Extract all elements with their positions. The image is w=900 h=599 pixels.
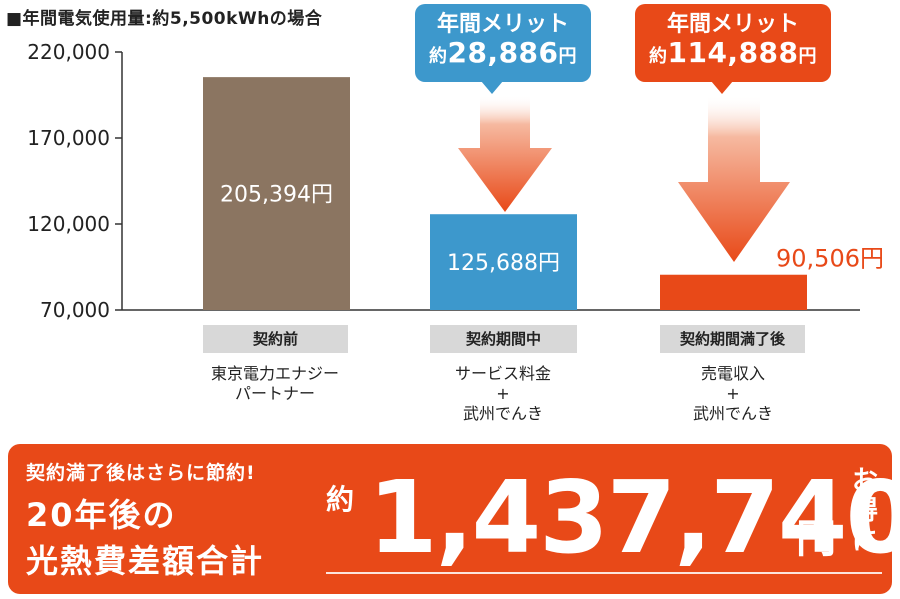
description-line: 売電収入	[700, 364, 765, 383]
description-line: 東京電力エナジー	[210, 364, 339, 383]
callout-prefix: 約	[648, 46, 668, 68]
y-tick-label: 70,000	[40, 298, 110, 320]
annual-merit-callout: 年間メリット 約114,888円	[635, 4, 831, 94]
callout-title: 年間メリット	[436, 12, 569, 37]
description-line: サービス料金	[454, 364, 551, 383]
otoku-char: 得	[851, 496, 878, 526]
description-line: 武州でんき	[462, 404, 543, 423]
callout-amount: 28,886	[447, 36, 559, 70]
y-tick-label: 120,000	[27, 212, 110, 236]
category-description: 東京電力エナジー パートナー	[185, 364, 365, 404]
bar	[430, 214, 577, 310]
category-label: 契約前	[203, 325, 348, 353]
bar-value-label: 90,506円	[776, 245, 884, 273]
summary-heading: 光熱費差額合計	[26, 542, 265, 580]
category-description: 売電収入 + 武州でんき	[643, 364, 823, 424]
description-line: +	[496, 384, 510, 403]
y-tick-label: 170,000	[27, 126, 110, 150]
callout-prefix: 約	[428, 46, 448, 68]
down-arrow-icon	[678, 95, 790, 262]
category-label: 契約期間満了後	[660, 325, 805, 353]
annual-merit-callout: 年間メリット 約28,886円	[415, 4, 591, 94]
savings-summary-panel: 契約満了後はさらに節約! 20年後の 光熱費差額合計 約 1,437,740 円…	[8, 444, 900, 594]
summary-amount: 1,437,740	[368, 459, 900, 576]
bar	[660, 274, 807, 310]
chart-note: ■年間電気使用量:約5,500kWhの場合	[6, 9, 323, 29]
callout-amount: 114,888	[667, 36, 799, 70]
callout-tail	[711, 81, 733, 94]
summary-approx: 約	[326, 483, 355, 516]
summary-unit: 円	[796, 516, 836, 562]
summary-heading: 20年後の	[26, 496, 177, 534]
bar-chart: 70,000 120,000 170,000 220,000 205,394円 125,…	[27, 40, 884, 320]
down-arrow-icon	[458, 95, 552, 212]
otoku-char: お	[851, 466, 878, 496]
bar-value-label: 125,688円	[447, 251, 560, 276]
bar	[203, 77, 350, 311]
callout-unit: 円	[798, 46, 818, 68]
description-line: パートナー	[234, 384, 315, 403]
summary-underline	[326, 572, 882, 574]
category-label: 契約期間中	[430, 325, 577, 353]
y-tick-label: 220,000	[27, 40, 110, 64]
description-line: +	[726, 384, 740, 403]
callout-unit: 円	[558, 46, 578, 68]
bar-value-label: 205,394円	[220, 183, 333, 208]
callout-title: 年間メリット	[666, 12, 799, 37]
summary-otoku: お 得 に	[850, 466, 880, 556]
description-line: 武州でんき	[692, 404, 773, 423]
otoku-char: に	[851, 526, 878, 556]
callout-tail	[481, 81, 503, 94]
summary-subheading: 契約満了後はさらに節約!	[26, 462, 256, 484]
category-description: サービス料金 + 武州でんき	[413, 364, 593, 424]
